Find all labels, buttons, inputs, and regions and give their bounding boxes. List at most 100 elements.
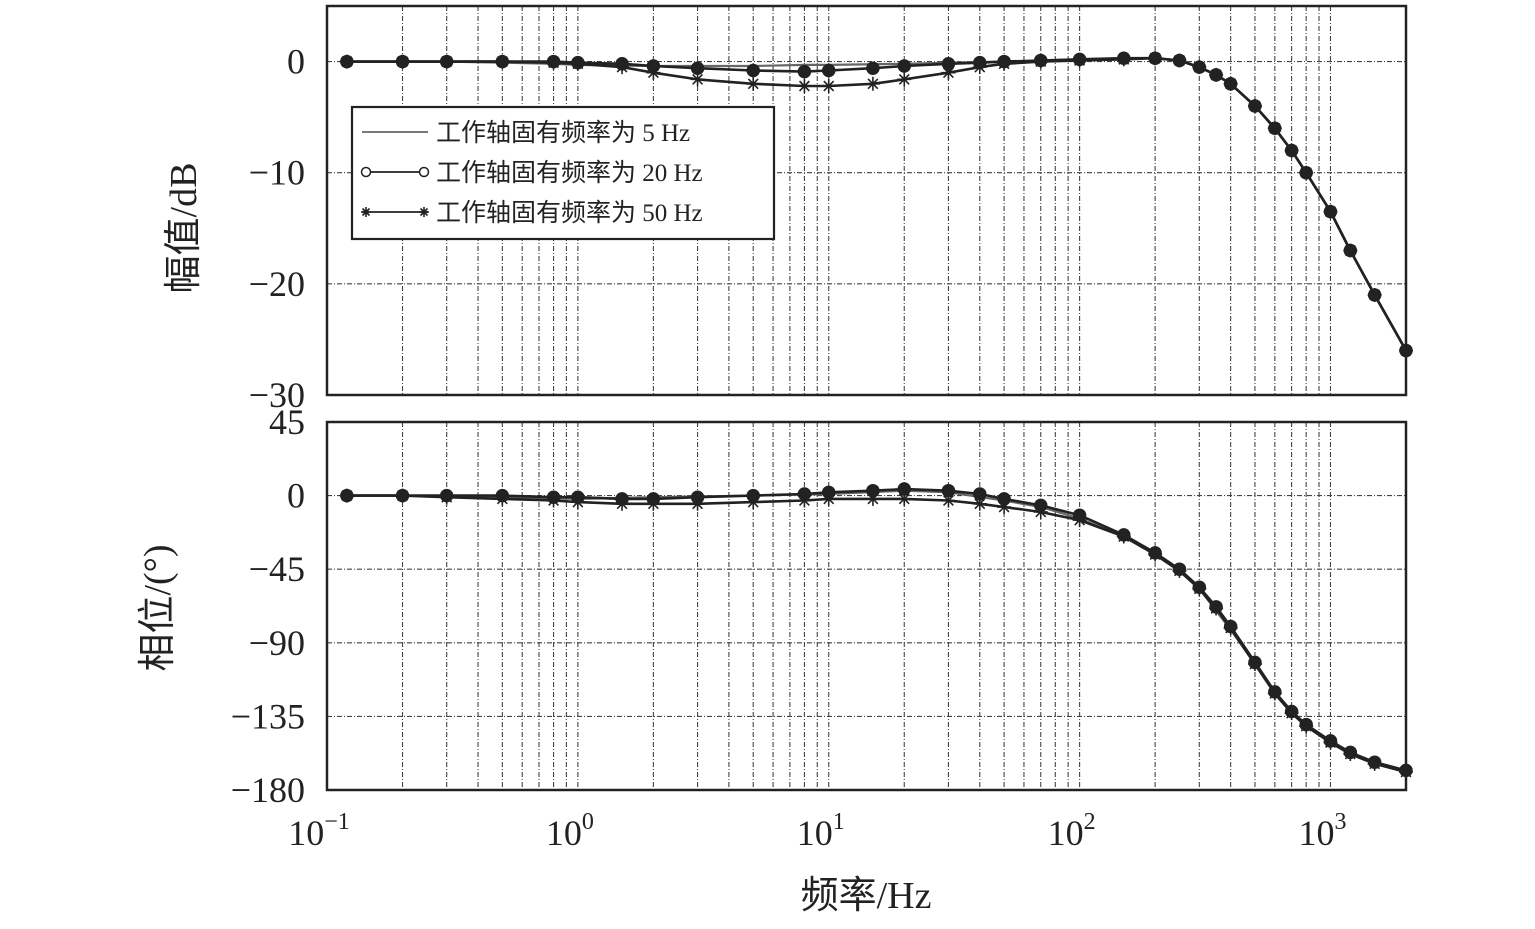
magnitude-axis-title: 幅值/dB bbox=[163, 163, 205, 294]
phase-y-tick-label: −135 bbox=[231, 696, 305, 736]
phase-y-tick-label: 45 bbox=[269, 402, 305, 442]
data-point bbox=[941, 65, 956, 80]
data-point bbox=[546, 55, 561, 70]
phase-y-tick-label: 0 bbox=[287, 476, 305, 516]
data-point bbox=[797, 493, 812, 508]
data-point bbox=[1299, 719, 1314, 734]
data-point bbox=[1284, 706, 1299, 721]
series-line bbox=[346, 489, 1407, 774]
data-point bbox=[746, 63, 760, 78]
data-point bbox=[646, 65, 661, 80]
x-tick-label: 101 bbox=[797, 809, 845, 853]
data-point bbox=[797, 64, 812, 79]
data-point bbox=[1399, 765, 1413, 780]
data-point bbox=[339, 54, 354, 69]
data-point bbox=[495, 491, 510, 506]
data-point bbox=[1209, 67, 1224, 82]
data-point bbox=[865, 491, 880, 506]
data-point bbox=[1192, 581, 1207, 596]
legend-label: 工作轴固有频率为 50 Hz bbox=[436, 199, 703, 227]
data-point bbox=[746, 495, 761, 510]
data-point bbox=[1399, 343, 1413, 358]
data-point bbox=[1033, 54, 1048, 69]
series-star bbox=[339, 51, 1413, 358]
data-point bbox=[615, 496, 630, 511]
phase-y-tick-label: −90 bbox=[249, 623, 305, 663]
legend-item: 工作轴固有频率为 50 Hz bbox=[361, 199, 703, 227]
data-point bbox=[821, 63, 836, 78]
data-point bbox=[1072, 53, 1087, 68]
phase-grid bbox=[327, 422, 1406, 790]
data-point bbox=[821, 79, 836, 94]
data-point bbox=[495, 54, 510, 69]
data-point bbox=[570, 495, 585, 510]
data-point bbox=[897, 59, 912, 73]
legend-label: 工作轴固有频率为 5 Hz bbox=[436, 119, 690, 147]
data-point bbox=[570, 56, 585, 71]
data-point bbox=[1172, 563, 1187, 578]
phase-axis-title: 相位/(°) bbox=[137, 544, 179, 671]
frequency-axis-title: 频率/Hz bbox=[801, 875, 932, 917]
data-point bbox=[1116, 529, 1131, 544]
data-point bbox=[1172, 53, 1187, 68]
data-point bbox=[797, 79, 812, 94]
legend-marker bbox=[360, 166, 372, 178]
data-point bbox=[339, 488, 354, 503]
legend-marker bbox=[419, 207, 429, 217]
data-point bbox=[897, 72, 912, 87]
legend-label: 工作轴固有频率为 20 Hz bbox=[436, 159, 703, 187]
legend-item: 工作轴固有频率为 20 Hz bbox=[360, 159, 703, 187]
data-point bbox=[746, 76, 761, 91]
series-line bbox=[346, 494, 1407, 774]
data-point bbox=[1148, 51, 1163, 66]
x-tick-label: 100 bbox=[546, 809, 594, 853]
legend-marker bbox=[418, 166, 430, 178]
data-point bbox=[997, 56, 1012, 71]
data-point bbox=[1072, 513, 1087, 528]
data-point bbox=[1367, 287, 1382, 302]
data-point bbox=[1343, 747, 1358, 762]
magnitude-series-group bbox=[339, 51, 1413, 358]
data-point bbox=[546, 493, 561, 508]
series-line bbox=[346, 487, 1407, 772]
data-point bbox=[897, 491, 912, 506]
data-point bbox=[866, 61, 880, 75]
data-point bbox=[1247, 657, 1262, 672]
magnitude-y-tick-label: 0 bbox=[287, 42, 305, 82]
data-point bbox=[821, 491, 836, 506]
x-tick-label: 10−1 bbox=[288, 809, 350, 853]
data-point bbox=[1343, 243, 1358, 258]
data-point bbox=[1192, 60, 1207, 75]
data-point bbox=[1033, 504, 1048, 519]
data-point bbox=[690, 72, 705, 87]
data-point bbox=[1367, 756, 1382, 771]
series-none bbox=[346, 489, 1407, 774]
data-point bbox=[395, 54, 410, 69]
phase-y-tick-label: −45 bbox=[249, 549, 305, 589]
x-tick-label: 102 bbox=[1048, 809, 1096, 853]
x-tick-label: 103 bbox=[1298, 809, 1346, 853]
magnitude-y-tick-label: −10 bbox=[249, 153, 305, 193]
data-point bbox=[1323, 735, 1338, 750]
data-point bbox=[1223, 76, 1238, 91]
data-point bbox=[1267, 686, 1282, 701]
data-point bbox=[997, 500, 1012, 515]
data-point bbox=[972, 496, 987, 511]
data-point bbox=[1116, 52, 1131, 67]
series-star bbox=[339, 488, 1413, 780]
phase-series-group bbox=[339, 482, 1413, 780]
data-point bbox=[1223, 621, 1238, 636]
magnitude-y-tick-label: −20 bbox=[249, 264, 305, 304]
data-point bbox=[395, 488, 410, 503]
magnitude-y-tick-label: −30 bbox=[249, 375, 305, 415]
data-point bbox=[1299, 165, 1314, 180]
data-point bbox=[615, 60, 630, 75]
data-point bbox=[690, 496, 705, 511]
data-point bbox=[439, 490, 454, 505]
legend-item: 工作轴固有频率为 5 Hz bbox=[362, 119, 690, 147]
data-point bbox=[1267, 121, 1282, 136]
magnitude-plot-frame bbox=[325, 4, 1408, 397]
data-point bbox=[972, 60, 987, 75]
